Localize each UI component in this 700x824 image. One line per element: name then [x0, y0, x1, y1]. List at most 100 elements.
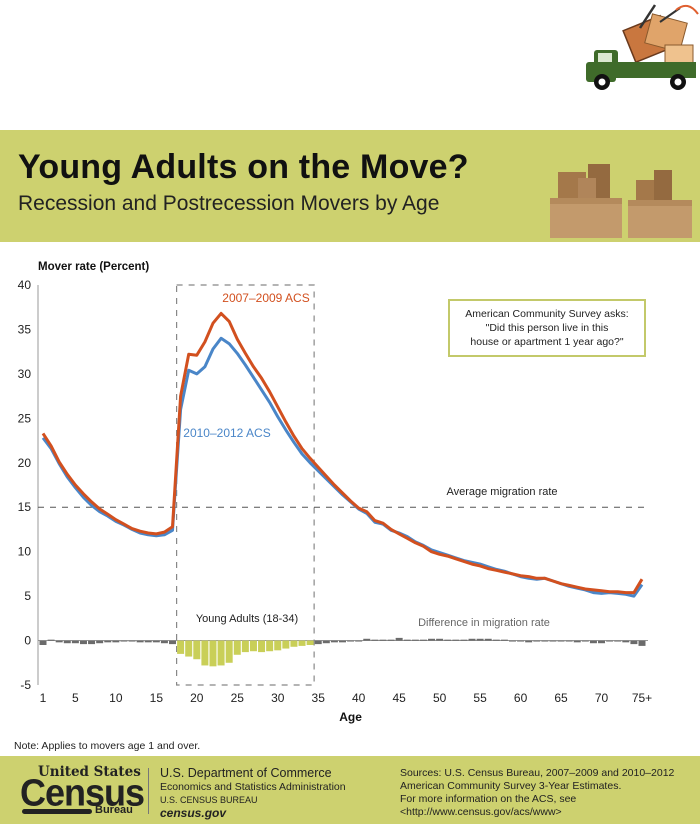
difference-bar — [355, 640, 363, 642]
difference-bar — [533, 640, 541, 642]
difference-bar — [371, 639, 379, 641]
chart-note: Note: Applies to movers age 1 and over. — [14, 740, 201, 752]
difference-bar — [71, 640, 79, 644]
mover-rate-chart: Mover rate (Percent) -5 0 5 10 15 20 25 30 35 40 1 5… — [0, 250, 700, 740]
census-logo[interactable]: Census — [20, 770, 145, 814]
difference-bar — [419, 639, 427, 641]
x-tick-label: 20 — [190, 691, 204, 705]
census-gov-link[interactable]: census.gov — [160, 806, 227, 820]
x-tick-label: 75+ — [632, 691, 652, 705]
x-tick-label: 5 — [72, 691, 79, 705]
difference-bar — [282, 640, 290, 649]
y-tick-label: 0 — [24, 634, 31, 648]
x-axis-label: Age — [339, 710, 362, 724]
difference-bar — [436, 638, 444, 641]
difference-bar — [128, 640, 136, 642]
x-tick-label: 25 — [231, 691, 245, 705]
y-tick-label: 5 — [24, 589, 31, 603]
y-tick-label: 20 — [18, 456, 32, 470]
department-info: U.S. Department of Commerce Economics an… — [160, 766, 346, 820]
difference-bar — [411, 639, 419, 641]
difference-bar — [63, 640, 71, 644]
difference-bar — [363, 638, 371, 641]
difference-bar — [274, 640, 282, 651]
series-2007-2009-line — [41, 311, 644, 595]
difference-bar — [517, 640, 525, 642]
difference-bar — [428, 638, 436, 641]
x-tick-label: 35 — [312, 691, 326, 705]
x-tick-label: 70 — [595, 691, 609, 705]
survey-question-callout — [448, 299, 646, 357]
difference-bar — [160, 640, 168, 644]
callout-line: "Did this person live in this — [486, 322, 609, 334]
series-2010-2012-label: 2010–2012 ACS — [183, 426, 270, 440]
difference-bar — [598, 640, 606, 644]
difference-bar — [573, 640, 581, 643]
difference-bar — [249, 640, 257, 652]
census-logo-bureau: Bureau — [95, 804, 133, 816]
difference-bar — [185, 640, 193, 657]
x-tick-label: 50 — [433, 691, 447, 705]
page-title: Young Adults on the Move? — [18, 148, 469, 186]
difference-bar — [306, 640, 314, 645]
difference-bar — [144, 640, 152, 643]
callout-line: house or apartment 1 year ago?" — [470, 336, 623, 348]
difference-bar — [136, 640, 144, 643]
census-logo-top: United States — [38, 764, 141, 780]
difference-bar — [630, 640, 638, 645]
x-tick-label: 40 — [352, 691, 366, 705]
difference-bar — [193, 640, 201, 660]
difference-bar — [55, 640, 63, 643]
x-tick-label: 65 — [554, 691, 568, 705]
difference-bar — [606, 640, 614, 642]
difference-bar — [266, 640, 274, 652]
difference-bar — [549, 640, 557, 642]
y-tick-label: 10 — [18, 545, 32, 559]
difference-bar — [241, 640, 249, 653]
difference-bar — [314, 640, 322, 645]
difference-bar — [444, 639, 452, 641]
average-migration-label: Average migration rate — [446, 486, 557, 498]
callout-line: American Community Survey asks: — [465, 308, 628, 320]
series-2007-2009-label: 2007–2009 ACS — [222, 291, 309, 305]
difference-bar — [47, 639, 55, 641]
sources-line-1: Sources: U.S. Census Bureau, 2007–2009 a… — [400, 767, 675, 779]
difference-bar — [492, 639, 500, 641]
difference-bar — [403, 639, 411, 641]
difference-bar — [39, 640, 47, 645]
difference-bar — [298, 640, 306, 646]
difference-label: Difference in migration rate — [418, 617, 550, 629]
footer-divider — [148, 768, 149, 814]
x-tick-label: 60 — [514, 691, 528, 705]
difference-bar — [541, 640, 549, 642]
difference-bar — [622, 640, 630, 643]
difference-bar — [322, 640, 330, 644]
difference-bar — [79, 640, 87, 645]
y-axis-label: Mover rate (Percent) — [38, 261, 149, 273]
difference-bar — [88, 640, 96, 645]
difference-bar — [217, 640, 225, 666]
moving-truck-illustration — [580, 0, 700, 95]
difference-bar — [500, 639, 508, 641]
acs-url-link[interactable]: <http://www.census.gov/acs/www> — [400, 806, 562, 818]
difference-bar — [330, 640, 338, 643]
difference-bar — [96, 640, 104, 644]
series-2010-2012-line — [41, 336, 644, 598]
dept-line-2: Economics and Statistics Administration — [160, 781, 346, 793]
y-tick-label: 25 — [18, 411, 32, 425]
difference-bar — [209, 640, 217, 667]
difference-bar — [201, 640, 209, 666]
y-tick-label: 15 — [18, 500, 32, 514]
x-tick-label: 30 — [271, 691, 285, 705]
x-tick-label: 1 — [40, 691, 47, 705]
sources-text: Sources: U.S. Census Bureau, 2007–2009 a… — [400, 767, 674, 819]
difference-bar — [169, 640, 177, 645]
difference-bar — [638, 640, 646, 646]
sources-line-3: For more information on the ACS, see — [400, 793, 577, 805]
x-tick-label: 55 — [473, 691, 487, 705]
difference-bar — [258, 640, 266, 653]
difference-bar — [104, 640, 112, 643]
difference-bar — [152, 640, 160, 643]
x-tick-label: 45 — [392, 691, 406, 705]
difference-bar — [387, 639, 395, 641]
